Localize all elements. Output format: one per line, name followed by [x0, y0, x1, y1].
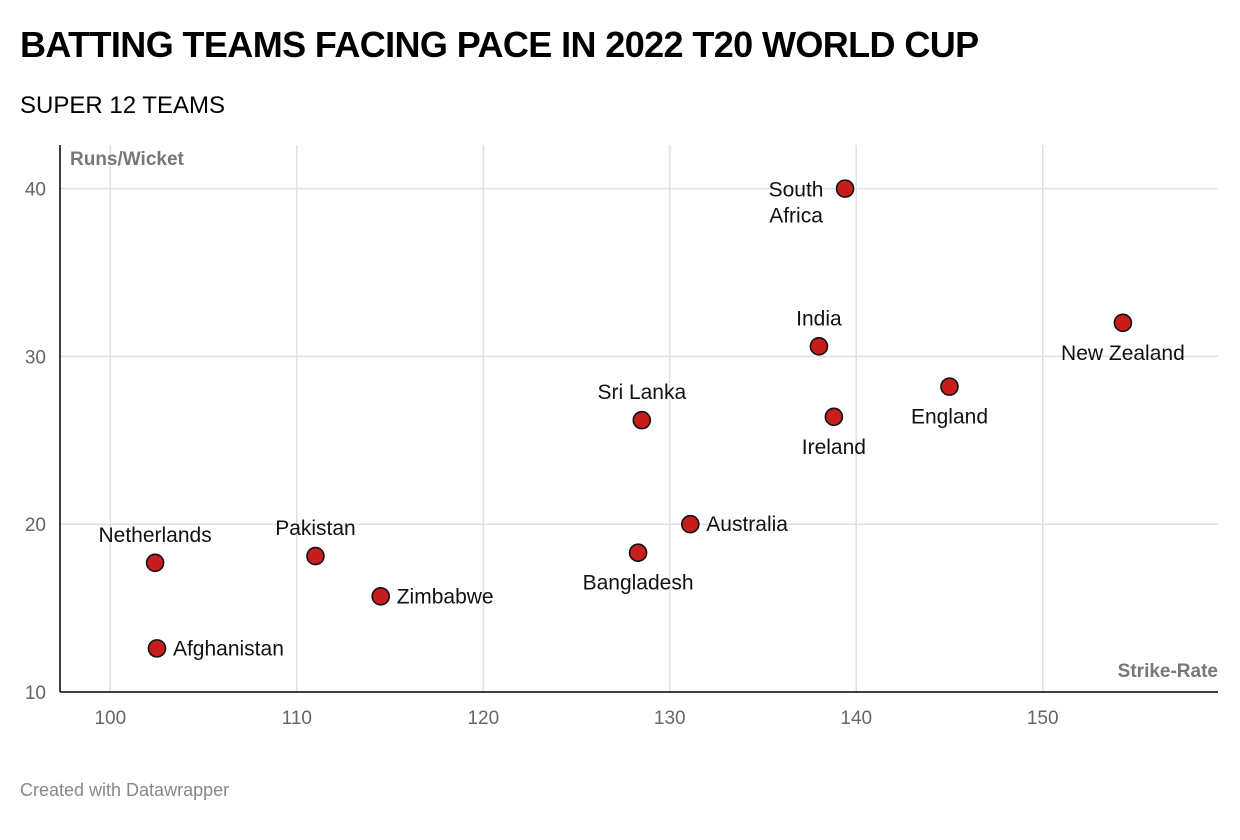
x-tick-label: 130: [654, 708, 686, 729]
y-tick-label: 20: [25, 515, 46, 536]
data-label: Bangladesh: [583, 572, 694, 595]
data-label: South: [769, 179, 824, 202]
data-point: [809, 337, 829, 356]
x-axis-title: Strike-Rate: [1118, 661, 1218, 682]
data-label: England: [911, 406, 988, 429]
data-label: Australia: [706, 513, 788, 536]
data-label: Afghanistan: [173, 637, 284, 660]
data-point: [680, 514, 700, 534]
data-point: [940, 377, 959, 396]
data-label: Zimbabwe: [397, 585, 494, 608]
data-label: New Zealand: [1061, 342, 1185, 365]
data-point: [1113, 313, 1133, 333]
data-label: Netherlands: [98, 524, 211, 547]
chart-subtitle: SUPER 12 TEAMS: [20, 92, 225, 119]
x-tick-label: 140: [840, 708, 872, 729]
data-point: [371, 587, 391, 606]
data-point: [835, 179, 855, 198]
footer-credit: Created with Datawrapper: [20, 780, 230, 800]
data-point: [632, 410, 652, 430]
data-point: [628, 543, 648, 563]
data-label: Sri Lanka: [597, 381, 686, 404]
data-label: Pakistan: [275, 517, 356, 540]
data-label: India: [796, 307, 842, 330]
data-point: [147, 639, 167, 658]
chart-title: BATTING TEAMS FACING PACE IN 2022 T20 WO…: [20, 24, 979, 65]
y-tick-label: 30: [25, 347, 46, 368]
y-axis-title: Runs/Wicket: [70, 149, 185, 170]
data-point: [306, 546, 325, 566]
data-label: Africa: [769, 205, 823, 228]
data-point: [824, 407, 844, 427]
x-tick-label: 100: [94, 708, 126, 729]
x-tick-label: 110: [282, 708, 312, 729]
y-tick-label: 10: [25, 683, 46, 704]
y-tick-label: 40: [25, 180, 46, 201]
data-label: Ireland: [802, 436, 866, 459]
data-point: [145, 553, 165, 573]
x-tick-label: 150: [1027, 708, 1059, 729]
x-tick-label: 120: [467, 708, 499, 729]
